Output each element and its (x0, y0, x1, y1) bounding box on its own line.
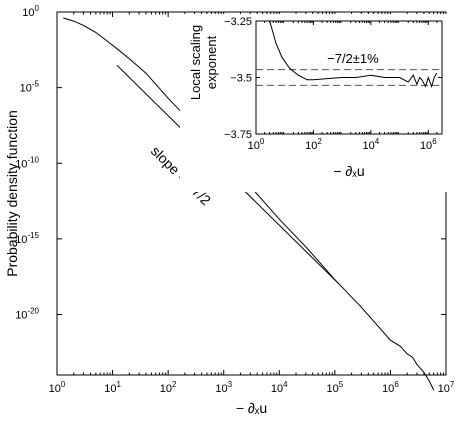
inset-x-tick-label: 106 (420, 137, 437, 152)
main-y-tick-label: 10-20 (15, 307, 39, 322)
inset-y-axis-label: exponent (204, 35, 219, 89)
main-plot-frame (56, 11, 447, 376)
main-y-tick-label: 100 (22, 4, 39, 19)
inset-chart: 100 102 104 106 −3.25 −3.5 −3.75 −7/2±1% − ∂ₓu Lo… (180, 14, 450, 192)
main-y-tick-label: 10-15 (15, 231, 39, 246)
main-x-axis-label: − ∂ₓu (236, 400, 267, 416)
main-x-tick-label: 103 (215, 380, 232, 395)
inset-x-tick-label: 100 (248, 137, 265, 152)
inset-x-tick-label: 104 (363, 137, 380, 152)
main-x-tick-label: 100 (49, 380, 66, 395)
inset-background (180, 14, 450, 192)
local-exponent-curve (269, 21, 438, 89)
inset-y-axis-label: Local scaling (188, 25, 203, 100)
main-x-tick-label: 102 (160, 380, 177, 395)
inset-y-tick-label: −3.75 (224, 129, 252, 141)
inset-y-tick-label: −3.25 (224, 16, 252, 28)
inset-x-tick-label: 102 (305, 137, 322, 152)
main-x-tick-label: 105 (327, 380, 344, 395)
pdf-curve (63, 17, 435, 391)
main-y-tick-label: 10-10 (15, 155, 39, 170)
main-y-tick-label: 10-5 (20, 80, 40, 95)
main-x-tick-label: 101 (104, 380, 121, 395)
main-y-axis-label: Probability density function (4, 110, 20, 277)
main-x-tick-label: 104 (271, 380, 288, 395)
tolerance-annotation: −7/2±1% (327, 51, 379, 66)
main-x-tick-label: 107 (438, 380, 455, 395)
inset-y-tick-label: −3.5 (230, 73, 252, 85)
inset-x-axis-label: − ∂ₓu (333, 163, 364, 179)
main-x-tick-label: 106 (382, 380, 399, 395)
